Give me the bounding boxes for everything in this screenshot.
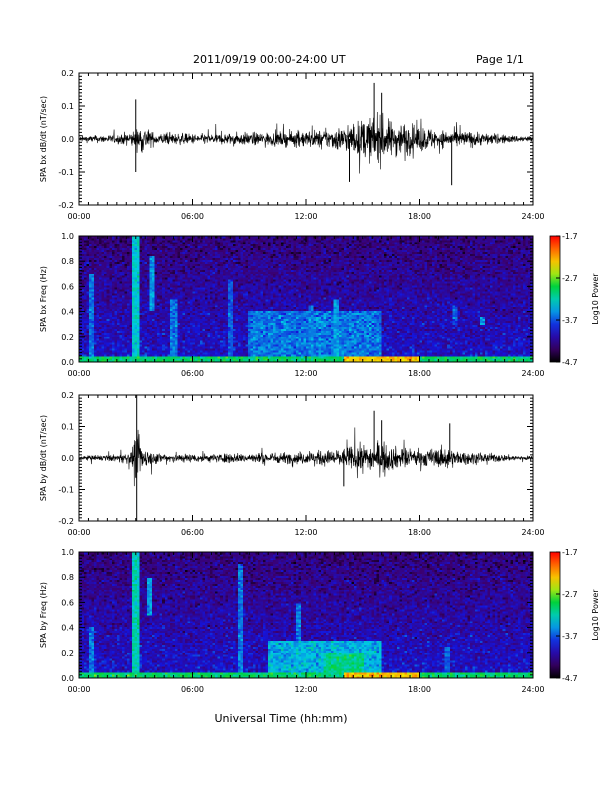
colorbar-tick-label: -1.7 [562, 232, 578, 241]
colorbar-tick-label: -2.7 [562, 274, 578, 283]
y-tick-label: -0.2 [58, 201, 74, 210]
chart-figure: 00:00 06:00 12:00 18:00 24:00 0.2 0.1 0.0 -0.1 -0… [0, 0, 612, 792]
colorbar-tick-label: -3.7 [562, 316, 578, 325]
x-tick-label: 06:00 [181, 528, 204, 537]
spectrogram-cells [79, 552, 533, 678]
y-tick-label: 1.0 [61, 548, 74, 557]
y-tick-label: 0.2 [61, 333, 74, 342]
colorbar-label: Log10 Power [591, 273, 600, 325]
x-tick-label: 00:00 [67, 369, 90, 378]
y-axis-label: SPA bx dB/dt (nT/sec) [39, 96, 48, 182]
series-trace [79, 427, 533, 486]
x-tick-label: 06:00 [181, 212, 204, 221]
y-tick-label: 0.6 [61, 598, 74, 607]
y-tick-label: 0.2 [61, 69, 74, 78]
y-axis-label: SPA by Freq (Hz) [39, 582, 48, 648]
y-tick-label: 1.0 [61, 232, 74, 241]
y-tick-label: 0.4 [61, 624, 74, 633]
x-tick-label: 12:00 [294, 528, 317, 537]
x-tick-label: 24:00 [521, 528, 544, 537]
y-tick-label: 0.1 [61, 102, 74, 111]
y-tick-label: 0.1 [61, 423, 74, 432]
x-tick-label: 06:00 [181, 369, 204, 378]
x-tick-label: 06:00 [181, 685, 204, 694]
x-tick-label: 12:00 [294, 369, 317, 378]
y-tick-label: 0.8 [61, 573, 74, 582]
x-tick-label: 18:00 [408, 212, 431, 221]
colorbar-tick-label: -3.7 [562, 632, 578, 641]
y-tick-label: 0.6 [61, 282, 74, 291]
x-tick-label: 18:00 [408, 369, 431, 378]
x-tick-label: 12:00 [294, 212, 317, 221]
x-tick-label: 18:00 [408, 685, 431, 694]
y-tick-label: 0.0 [61, 135, 74, 144]
y-tick-label: 0.0 [61, 454, 74, 463]
y-tick-label: 0.4 [61, 308, 74, 317]
y-tick-label: -0.1 [58, 486, 74, 495]
y-tick-label: -0.1 [58, 168, 74, 177]
colorbar-tick-label: -4.7 [562, 674, 578, 683]
x-tick-label: 24:00 [521, 685, 544, 694]
x-tick-label: 12:00 [294, 685, 317, 694]
x-tick-label: 00:00 [67, 685, 90, 694]
x-tick-label: 18:00 [408, 528, 431, 537]
colorbar-label: Log10 Power [591, 589, 600, 641]
y-axis-label: SPA by dB/dt (nT/sec) [39, 415, 48, 501]
x-tick-label: 00:00 [67, 528, 90, 537]
y-tick-label: 0.0 [61, 358, 74, 367]
y-tick-label: 0.2 [61, 649, 74, 658]
colorbar [550, 236, 560, 362]
colorbar-tick-label: -4.7 [562, 358, 578, 367]
x-axis-label: Universal Time (hh:mm) [215, 712, 348, 725]
spectrogram-cells [79, 236, 533, 362]
x-tick-label: 24:00 [521, 212, 544, 221]
colorbar [550, 552, 560, 678]
y-tick-label: 0.0 [61, 674, 74, 683]
y-axis-label: SPA bx Freq (Hz) [39, 266, 48, 332]
y-tick-label: -0.2 [58, 517, 74, 526]
colorbar-tick-label: -1.7 [562, 548, 578, 557]
colorbar-tick-label: -2.7 [562, 590, 578, 599]
y-tick-label: 0.8 [61, 257, 74, 266]
x-tick-label: 24:00 [521, 369, 544, 378]
x-tick-label: 00:00 [67, 212, 90, 221]
y-tick-label: 0.2 [61, 391, 74, 400]
series-trace [79, 112, 533, 174]
